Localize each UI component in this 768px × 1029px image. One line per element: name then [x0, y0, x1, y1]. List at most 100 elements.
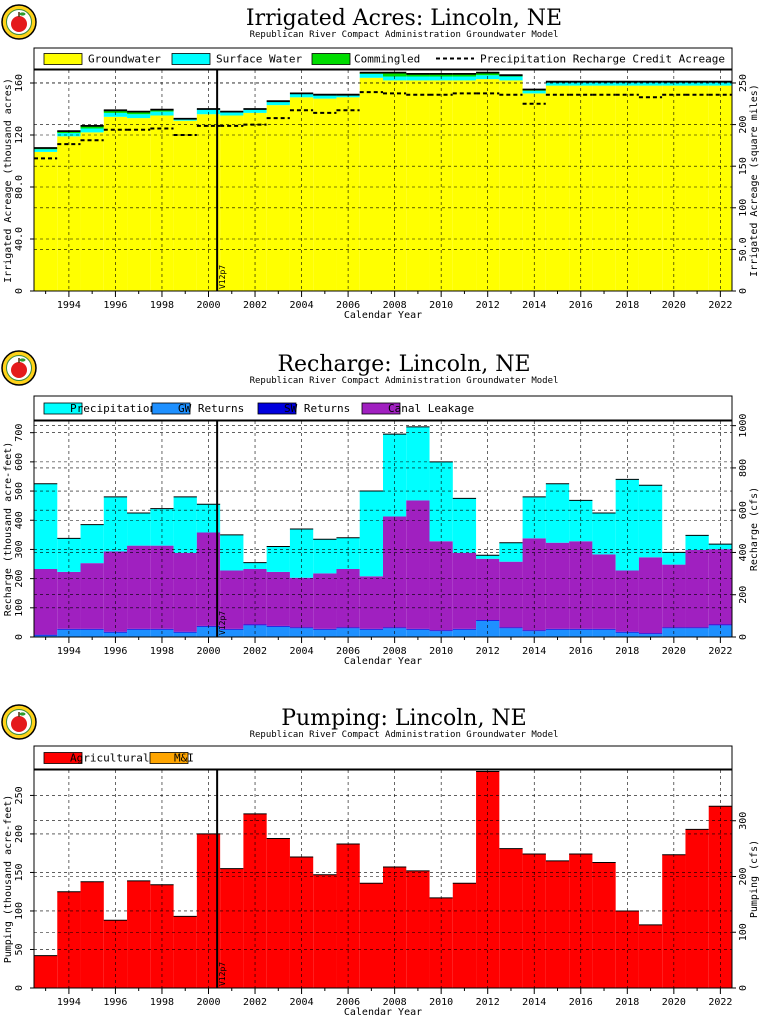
- x-tick-label: 1996: [103, 997, 127, 1008]
- bar-surface-water: [452, 76, 477, 81]
- bar-agricultural: [638, 924, 663, 988]
- legend-label: Precipitation: [70, 402, 156, 415]
- bar-gw-returns: [685, 628, 709, 637]
- bar-precipitation: [220, 534, 244, 571]
- chart-title: Recharge: Lincoln, NE: [277, 352, 530, 377]
- bar-groundwater: [266, 105, 290, 291]
- bar-groundwater: [452, 80, 477, 292]
- bar-agricultural: [685, 829, 709, 988]
- x-tick-label: 2000: [196, 997, 220, 1008]
- bar-surface-water: [127, 114, 151, 119]
- bar-groundwater: [313, 98, 337, 291]
- legend-swatch: [43, 402, 83, 415]
- x-tick-label: 2016: [569, 997, 593, 1008]
- x-tick-label: 2020: [662, 300, 686, 311]
- bar-surface-water: [359, 73, 383, 78]
- bar-commingled: [103, 110, 128, 113]
- apple-logo-icon: [1, 4, 37, 40]
- legend-swatch: [43, 752, 83, 764]
- x-tick-label: 2002: [243, 646, 267, 657]
- bar-precipitation: [592, 512, 616, 555]
- chart-title: Irrigated Acres: Lincoln, NE: [246, 6, 562, 31]
- legend-label: Canal Leakage: [388, 402, 474, 415]
- y-right-axis-label: Pumping (cfs): [749, 840, 760, 918]
- chart-subtitle: Republican River Compact Administration …: [250, 730, 559, 740]
- legend-label: GW Returns: [178, 402, 244, 415]
- bar-agricultural: [615, 910, 639, 988]
- bar-precipitation: [313, 539, 337, 574]
- x-tick-label: 2018: [615, 997, 639, 1008]
- bar-surface-water: [522, 90, 546, 94]
- x-tick-label: 2000: [196, 300, 220, 311]
- bar-sw-returns: [243, 624, 267, 626]
- y-axis-label: Irrigated Acreage (thousand acres): [3, 78, 14, 283]
- bar-surface-water: [34, 149, 58, 152]
- x-tick-label: 2014: [522, 300, 546, 311]
- bar-groundwater: [569, 85, 593, 291]
- bar-sw-returns: [499, 627, 523, 629]
- bar-gw-returns: [127, 629, 151, 637]
- legend-swatch: [311, 53, 351, 65]
- x-tick-label: 2014: [522, 646, 546, 657]
- bar-surface-water: [638, 81, 663, 86]
- y-right-axis-label: Irrigated Acreage (square miles): [749, 84, 760, 277]
- legend-swatch: [361, 402, 401, 415]
- bar-precipitation: [359, 491, 383, 577]
- y-right-tick-label: 400: [738, 543, 749, 561]
- bar-gw-returns: [615, 632, 639, 637]
- bar-gw-returns: [80, 629, 104, 637]
- x-tick-label: 2008: [383, 300, 407, 311]
- bar-gw-returns: [499, 628, 523, 637]
- bar-surface-water: [545, 81, 570, 86]
- bar-sw-returns: [150, 628, 174, 630]
- bar-surface-water: [406, 76, 430, 81]
- bar-gw-returns: [266, 626, 290, 637]
- y-right-tick-label: 100: [738, 923, 749, 941]
- bar-canal-leakage: [34, 568, 58, 635]
- y-tick-label: 100: [14, 902, 25, 920]
- bar-surface-water: [173, 118, 197, 121]
- bar-groundwater: [685, 85, 709, 291]
- x-tick-label: 2022: [708, 646, 732, 657]
- bar-agricultural: [545, 860, 570, 988]
- x-tick-label: 2012: [476, 997, 500, 1008]
- y-tick-label: 400: [14, 511, 25, 529]
- bar-groundwater: [499, 80, 523, 292]
- bar-canal-leakage: [220, 570, 244, 629]
- bar-precipitation: [708, 544, 732, 550]
- bar-canal-leakage: [127, 545, 151, 629]
- bar-canal-leakage: [452, 552, 477, 629]
- bar-surface-water: [685, 81, 709, 86]
- bar-precipitation: [127, 512, 151, 546]
- bar-sw-returns: [80, 628, 104, 630]
- bar-commingled: [383, 72, 407, 77]
- y-tick-label: 300: [14, 540, 25, 558]
- bar-canal-leakage: [336, 568, 360, 628]
- y-right-tick-label: 800: [738, 459, 749, 477]
- bar-commingled: [429, 73, 453, 77]
- y-tick-label: 0: [14, 288, 25, 294]
- bar-groundwater: [662, 85, 686, 291]
- bar-canal-leakage: [313, 573, 337, 629]
- bar-groundwater: [34, 151, 58, 291]
- x-axis-label: Calendar Year: [344, 656, 422, 667]
- bar-gw-returns: [522, 631, 546, 637]
- bar-gw-returns: [545, 629, 570, 637]
- x-tick-label: 1994: [57, 997, 81, 1008]
- legend-swatch: [43, 53, 83, 65]
- x-tick-label: 2010: [429, 997, 453, 1008]
- bar-groundwater: [57, 136, 81, 291]
- legend-label: Agricultural: [70, 752, 149, 765]
- x-tick-label: 2012: [476, 646, 500, 657]
- bar-precipitation: [173, 496, 197, 553]
- plot-frame: [33, 420, 733, 638]
- bar-surface-water: [499, 76, 523, 81]
- y-right-tick-label: 100: [738, 199, 749, 217]
- y-axis-label: Recharge (thousand acre-feet): [3, 442, 14, 617]
- bar-groundwater: [638, 85, 663, 291]
- bar-agricultural: [127, 880, 151, 988]
- y-tick-label: 0: [14, 985, 25, 991]
- bar-agricultural: [499, 848, 523, 988]
- y-tick-label: 40.0: [14, 227, 25, 251]
- x-tick-label: 2004: [290, 646, 314, 657]
